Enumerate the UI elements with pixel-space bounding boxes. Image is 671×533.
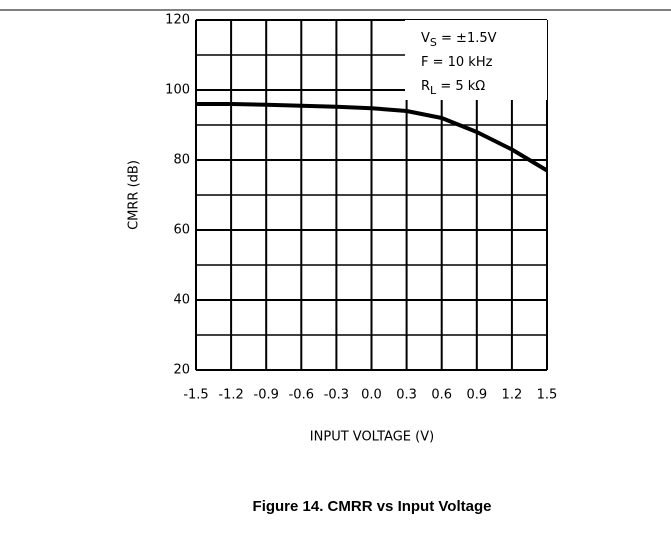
annotation-main: R <box>421 79 430 94</box>
annotation-main: V <box>421 31 430 46</box>
annotation-rest: = 5 kΩ <box>436 79 485 94</box>
annotation: RL = 5 kΩ <box>421 79 485 98</box>
x-tick-label: 0.3 <box>396 388 417 403</box>
line-series <box>196 102 549 173</box>
y-axis-label: CMRR (dB) <box>127 160 142 230</box>
annotation: VS = ±1.5V <box>421 31 497 50</box>
x-axis-label: INPUT VOLTAGE (V) <box>310 430 434 445</box>
x-tick-label: -0.3 <box>324 388 349 403</box>
y-tick-label: 80 <box>173 153 190 168</box>
y-tick-label: 40 <box>173 293 190 308</box>
x-tick-label: -0.6 <box>289 388 314 403</box>
x-tick-label: 0.9 <box>466 388 487 403</box>
plot: VS = ±1.5V F = 10 kHz RL = 5 kΩ <box>196 20 549 173</box>
y-tick-label: 20 <box>173 363 190 378</box>
x-tick-label: 1.5 <box>537 388 558 403</box>
annotation-rest: = ±1.5V <box>437 31 497 46</box>
x-tick-label: 0.0 <box>361 388 382 403</box>
x-tick-label: 1.2 <box>502 388 523 403</box>
x-tick-label: -1.2 <box>218 388 243 403</box>
y-tick-label: 60 <box>173 223 190 238</box>
x-tick-label: -1.5 <box>183 388 208 403</box>
caption: Figure 14. CMRR vs Input Voltage <box>253 498 492 515</box>
grid <box>195 19 548 371</box>
annotation: F = 10 kHz <box>421 55 493 70</box>
annotation-sub: L <box>430 84 437 97</box>
annotation-box <box>405 20 547 100</box>
x-tick-label: -0.9 <box>254 388 279 403</box>
annotation-sub: S <box>430 36 437 49</box>
annotation-main: F = 10 kHz <box>421 55 493 70</box>
x-tick-label: 0.6 <box>431 388 452 403</box>
y-tick-label: 120 <box>165 13 190 28</box>
y-tick-label: 100 <box>165 83 190 98</box>
